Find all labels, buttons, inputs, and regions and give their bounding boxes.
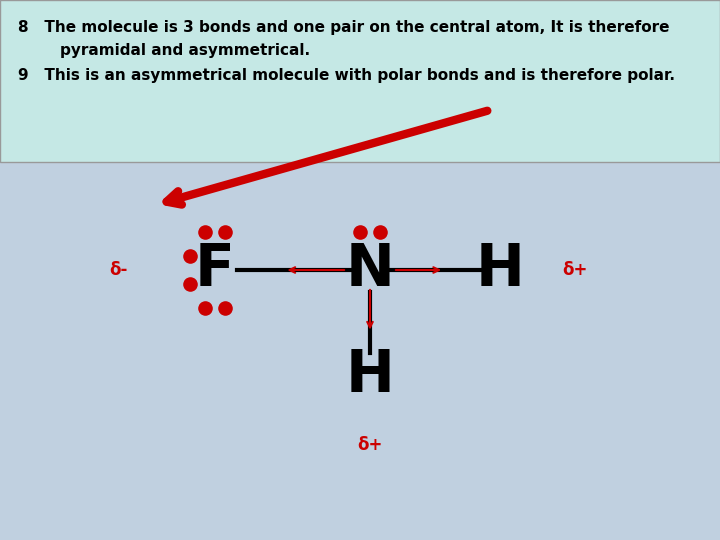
Point	[219, 228, 230, 237]
Point	[199, 228, 211, 237]
Text: N: N	[346, 241, 395, 299]
Text: δ-: δ-	[109, 261, 127, 279]
Text: δ+: δ+	[357, 436, 383, 454]
Point	[199, 303, 211, 312]
Point	[184, 280, 196, 288]
Bar	[0, 0, 720, 162]
Text: δ+: δ+	[562, 261, 588, 279]
Text: F: F	[195, 241, 235, 299]
Text: H: H	[346, 347, 395, 403]
Point	[374, 228, 386, 237]
Text: H: H	[476, 241, 524, 299]
Text: pyramidal and asymmetrical.: pyramidal and asymmetrical.	[18, 43, 310, 58]
Text: 8   The molecule is 3 bonds and one pair on the central atom, It is therefore: 8 The molecule is 3 bonds and one pair o…	[18, 20, 670, 35]
Point	[354, 228, 366, 237]
Text: 9   This is an asymmetrical molecule with polar bonds and is therefore polar.: 9 This is an asymmetrical molecule with …	[18, 68, 675, 83]
Point	[219, 303, 230, 312]
Point	[184, 252, 196, 260]
